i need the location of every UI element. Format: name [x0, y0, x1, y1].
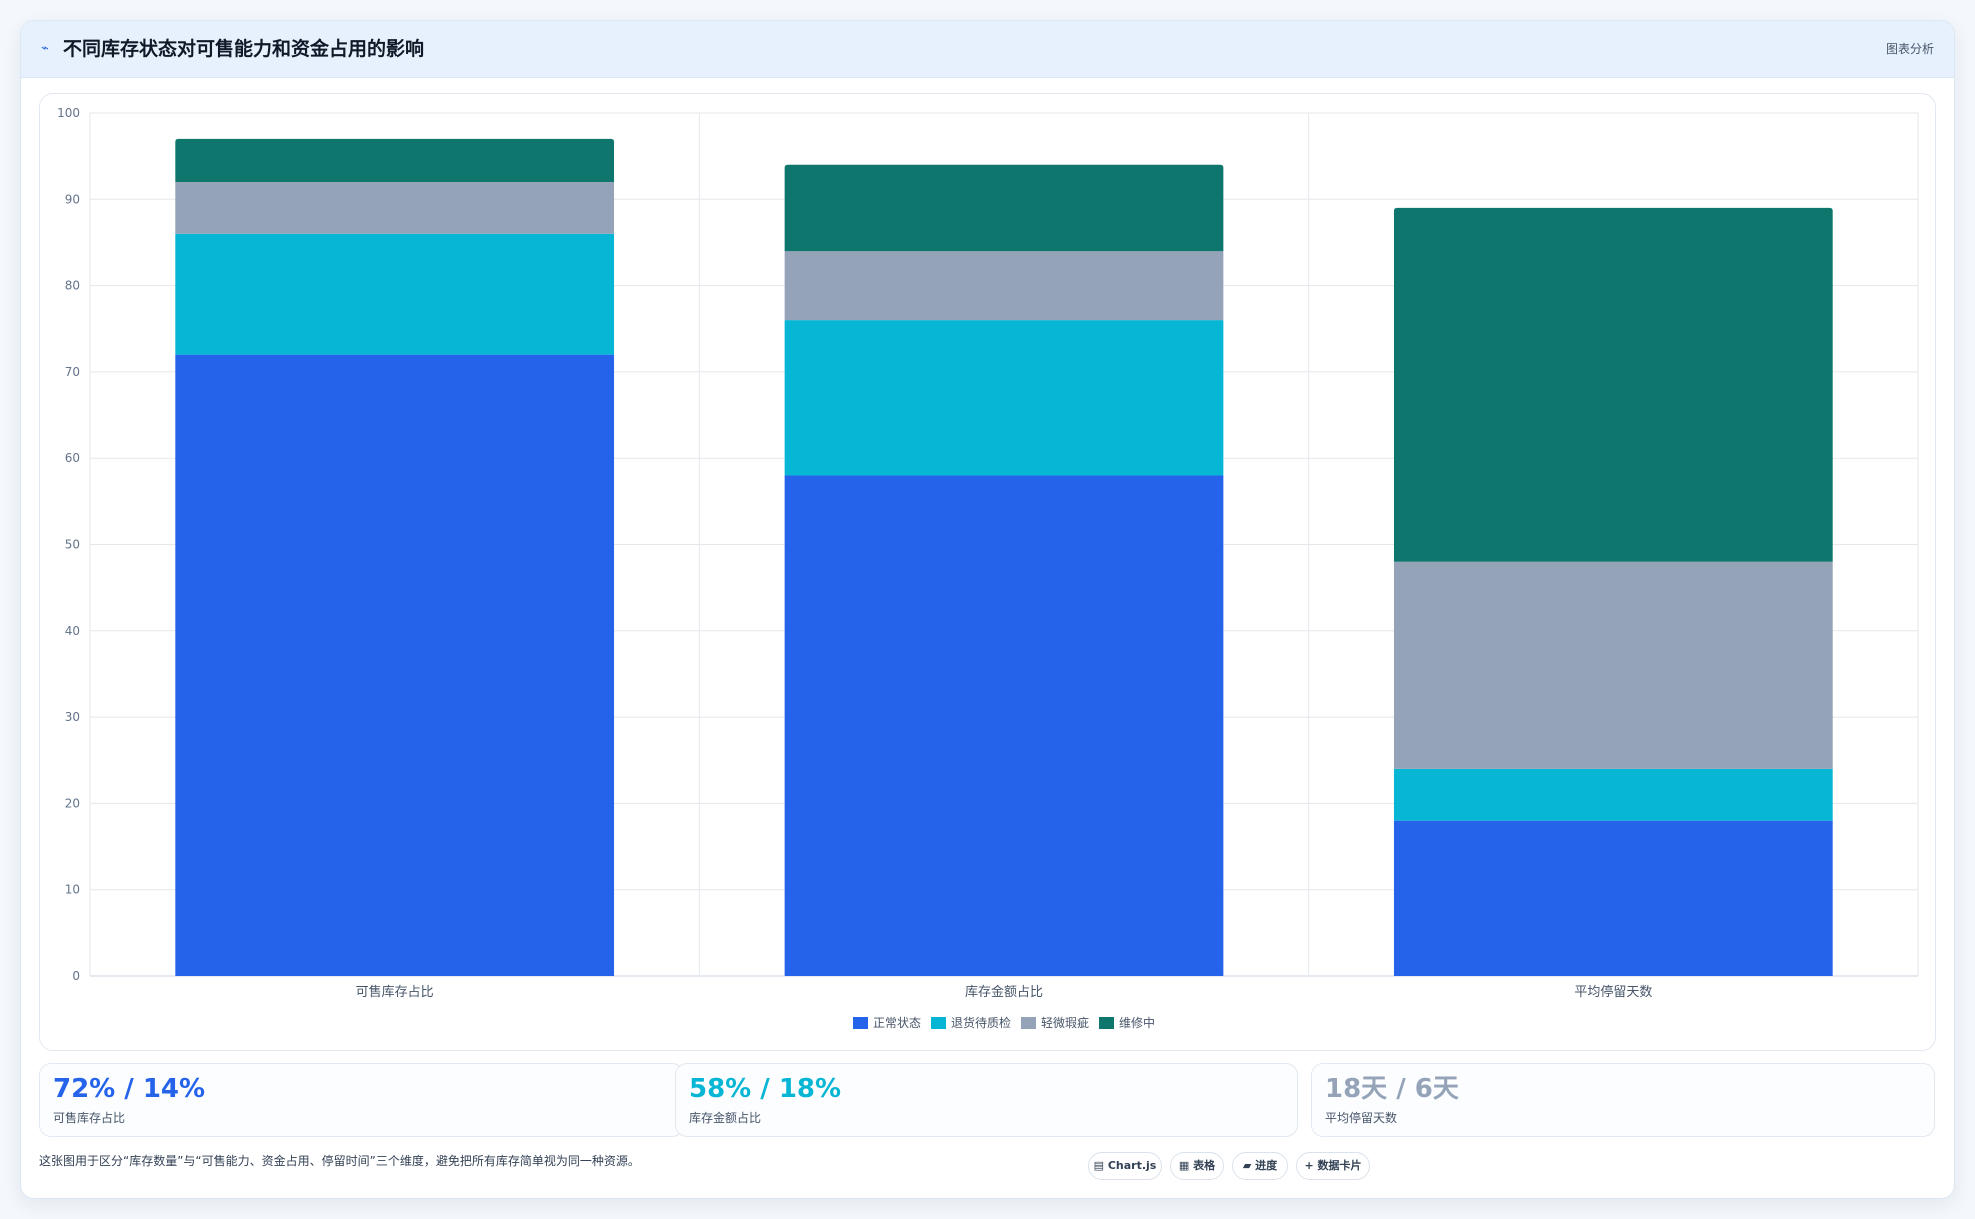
- chip-chartjs[interactable]: ▤ Chart.js: [1088, 1152, 1162, 1180]
- y-tick-label: 60: [65, 451, 80, 465]
- y-tick-label: 80: [65, 279, 80, 293]
- y-tick-label: 100: [57, 106, 80, 120]
- progress-icon-label: ▰ 进度: [1242, 1159, 1278, 1172]
- legend-label: 正常状态: [873, 1016, 921, 1030]
- y-tick-label: 40: [65, 624, 80, 638]
- stat-label: 可售库存占比: [53, 1111, 126, 1125]
- stacked-bar-chart: 0 10 20 30 40 50 60 70 80 90 100 可售库存占比 库存金额占比 平均停留天数…: [57, 106, 1919, 1030]
- stat-card-days: 18天 / 6天 平均停留天数: [1311, 1063, 1935, 1137]
- card-header: ⌁ 不同库存状态对可售能力和资金占用的影响 图表分析: [21, 21, 1954, 78]
- y-tick-label: 20: [65, 796, 80, 810]
- bar-segment: [784, 164, 1224, 252]
- x-category-label: 库存金额占比: [965, 984, 1043, 1000]
- bar-segment: [1393, 820, 1833, 976]
- legend-label: 维修中: [1119, 1015, 1155, 1030]
- bar-segment: [784, 475, 1224, 976]
- y-tick-label: 30: [65, 710, 80, 724]
- bar-segment: [1393, 768, 1833, 821]
- chart-title: 不同库存状态对可售能力和资金占用的影响: [63, 38, 425, 60]
- y-tick-label: 50: [65, 538, 80, 552]
- stat-value: 58% / 18%: [689, 1074, 842, 1104]
- bar-segment: [175, 182, 615, 234]
- legend-swatch: [853, 1017, 868, 1029]
- table-icon-label: ▦ 表格: [1178, 1159, 1216, 1172]
- bar-segment: [1393, 561, 1833, 769]
- legend-label: 退货待质检: [951, 1015, 1011, 1030]
- stat-value: 18天 / 6天: [1325, 1074, 1459, 1104]
- x-category-label: 平均停留天数: [1574, 984, 1652, 1000]
- legend-swatch: [1099, 1017, 1114, 1029]
- trend-icon: ⌁: [41, 41, 49, 56]
- bar-segment: [175, 233, 615, 355]
- bar-segment: [175, 354, 615, 976]
- bar-segment: [784, 320, 1224, 476]
- stat-value: 72% / 14%: [53, 1074, 206, 1104]
- chart-analysis-link[interactable]: 图表分析: [1885, 42, 1934, 56]
- legend-swatch: [931, 1017, 946, 1029]
- x-category-label: 可售库存占比: [356, 984, 434, 1000]
- footer-note: 这张图用于区分“库存数量”与“可售能力、资金占用、停留时间”三个维度，避免把所有…: [39, 1154, 640, 1168]
- chart-icon-label: ▤ Chart.js: [1093, 1159, 1157, 1172]
- chip-table[interactable]: ▦ 表格: [1170, 1152, 1224, 1180]
- legend-swatch: [1021, 1017, 1036, 1029]
- stat-card-amount: 58% / 18% 库存金额占比: [675, 1063, 1298, 1137]
- legend-label: 轻微瑕疵: [1041, 1015, 1089, 1030]
- chip-progress[interactable]: ▰ 进度: [1232, 1152, 1288, 1180]
- y-tick-label: 70: [65, 365, 80, 379]
- bar-segment: [1393, 207, 1833, 562]
- y-tick-label: 0: [72, 969, 80, 983]
- y-tick-label: 10: [65, 883, 80, 897]
- stat-label: 平均停留天数: [1325, 1111, 1398, 1125]
- bar-segment: [175, 138, 615, 183]
- chip-data-card[interactable]: + 数据卡片: [1296, 1152, 1370, 1180]
- chart-panel: 0 10 20 30 40 50 60 70 80 90 100 可售库存占比 库存金额占比 平均停留天数…: [39, 93, 1936, 1051]
- card-icon-label: + 数据卡片: [1304, 1159, 1362, 1172]
- stat-card-sellable: 72% / 14% 可售库存占比: [39, 1063, 684, 1137]
- bar-segment: [784, 251, 1224, 321]
- y-tick-label: 90: [65, 192, 80, 206]
- stat-label: 库存金额占比: [689, 1111, 762, 1125]
- chart-card: ⌁ 不同库存状态对可售能力和资金占用的影响 图表分析 0 10 20 30 40 50 60…: [20, 20, 1955, 1199]
